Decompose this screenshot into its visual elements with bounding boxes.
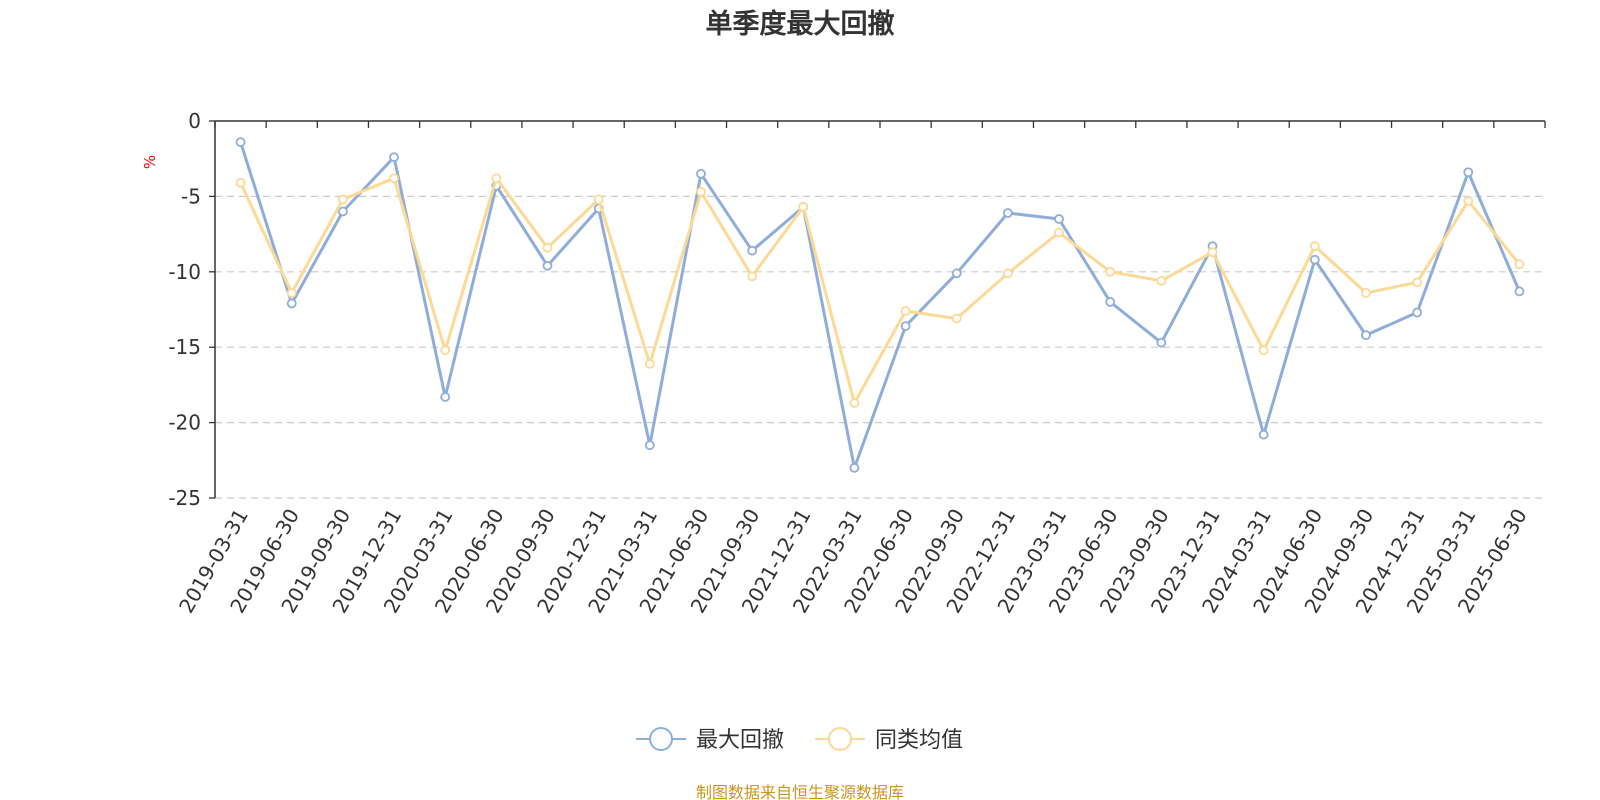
- series-line: [239, 176, 1521, 405]
- grid-lines: [215, 195, 1545, 499]
- data-point: [951, 268, 962, 279]
- data-point: [337, 206, 348, 217]
- y-axis-unit-label: %: [141, 155, 159, 169]
- series-lines: [235, 137, 1525, 473]
- legend-marker: [828, 727, 852, 751]
- data-point: [644, 358, 655, 369]
- data-point: [696, 186, 706, 197]
- data-point: [286, 298, 297, 309]
- data-point: [1514, 286, 1525, 297]
- legend-marker: [649, 727, 673, 751]
- series-line: [239, 140, 1521, 470]
- legend-label: 最大回撤: [696, 728, 784, 753]
- data-point: [1207, 247, 1218, 258]
- data-point: [542, 242, 553, 253]
- chart-title: 单季度最大回撤: [706, 8, 895, 40]
- data-point: [1156, 275, 1167, 286]
- data-point: [593, 194, 604, 205]
- data-point: [337, 194, 348, 205]
- data-point: [1463, 167, 1474, 178]
- data-source-note: 制图数据来自恒生聚源数据库: [696, 783, 904, 800]
- data-point: [440, 392, 451, 402]
- data-point: [286, 288, 297, 298]
- data-point: [1002, 268, 1013, 279]
- y-tick-label: 0: [188, 109, 201, 133]
- data-point: [1463, 196, 1474, 206]
- data-point: [1258, 345, 1269, 356]
- data-point: [849, 462, 860, 473]
- y-tick-label: -5: [181, 184, 201, 208]
- data-point: [1412, 277, 1423, 288]
- data-point: [235, 137, 246, 148]
- y-tick-label: -20: [168, 411, 201, 435]
- data-point: [1054, 227, 1064, 238]
- data-point: [1361, 330, 1371, 341]
- data-point: [951, 313, 962, 324]
- series-1: [235, 137, 1525, 473]
- data-point: [1258, 429, 1269, 440]
- data-point: [1002, 208, 1013, 218]
- data-point: [1054, 214, 1064, 224]
- y-tick-label: -15: [168, 335, 201, 359]
- legend-item-2[interactable]: 同类均值: [815, 727, 963, 753]
- data-point: [644, 440, 655, 451]
- y-tick-label: -25: [168, 486, 201, 510]
- series-2: [235, 173, 1525, 408]
- data-point: [1412, 307, 1423, 318]
- data-point: [696, 168, 706, 179]
- data-point: [389, 173, 399, 184]
- data-point: [1309, 254, 1320, 265]
- y-tick-label: -10: [168, 260, 201, 284]
- legend-item-1[interactable]: 最大回撤: [636, 727, 784, 753]
- data-point: [900, 306, 911, 316]
- data-point: [849, 398, 860, 408]
- legend[interactable]: 最大回撤 同类均值: [636, 727, 963, 753]
- data-point: [747, 271, 758, 282]
- data-point: [440, 345, 451, 356]
- legend-label: 同类均值: [875, 728, 963, 753]
- data-point: [1105, 266, 1116, 277]
- data-point: [542, 260, 553, 271]
- data-point: [1105, 297, 1116, 307]
- data-point: [491, 173, 502, 184]
- data-point: [747, 245, 758, 256]
- data-point: [235, 177, 246, 188]
- data-point: [1514, 259, 1525, 270]
- data-point: [389, 152, 399, 163]
- data-point: [1361, 288, 1371, 298]
- data-point: [1156, 337, 1167, 348]
- data-point: [1309, 241, 1320, 252]
- data-point: [798, 202, 809, 212]
- data-point: [900, 321, 911, 331]
